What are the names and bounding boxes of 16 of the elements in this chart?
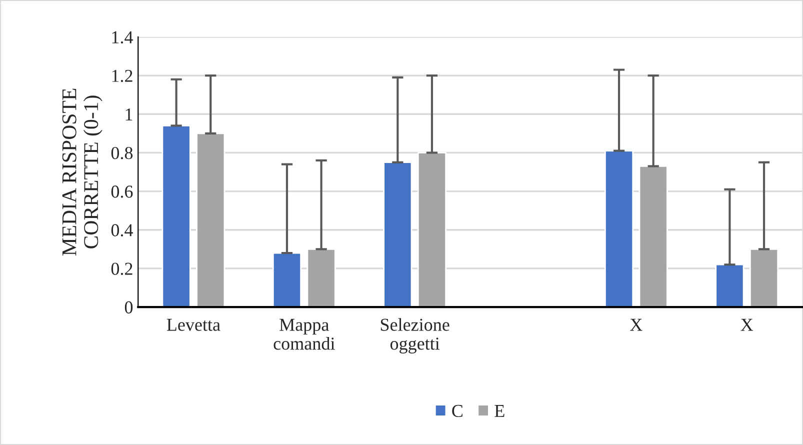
x-tick-label: Selezione oggetti [380,318,450,354]
y-tick-label: 1 [126,108,132,120]
y-tick-label: 0.6 [111,186,133,198]
y-tick-label: 1.2 [112,70,132,82]
y-tick-label: 1.4 [112,31,133,44]
legend-label: E [494,405,504,417]
y-tick-label: 0.4 [111,224,133,236]
x-tick-label: X [630,318,642,331]
y-tick-label: 0 [124,301,133,314]
y-axis-title: MEDIA RISPOSTE CORRETTE (0-1) [62,88,102,256]
x-tick-label: X [740,318,754,331]
y-tick-label: 0.2 [111,262,132,275]
x-tick-label: Mappa comandi [274,318,335,350]
legend-label: C [452,404,462,418]
y-tick-label: 0.8 [111,146,133,160]
x-tick-label: Levetta [166,318,220,331]
